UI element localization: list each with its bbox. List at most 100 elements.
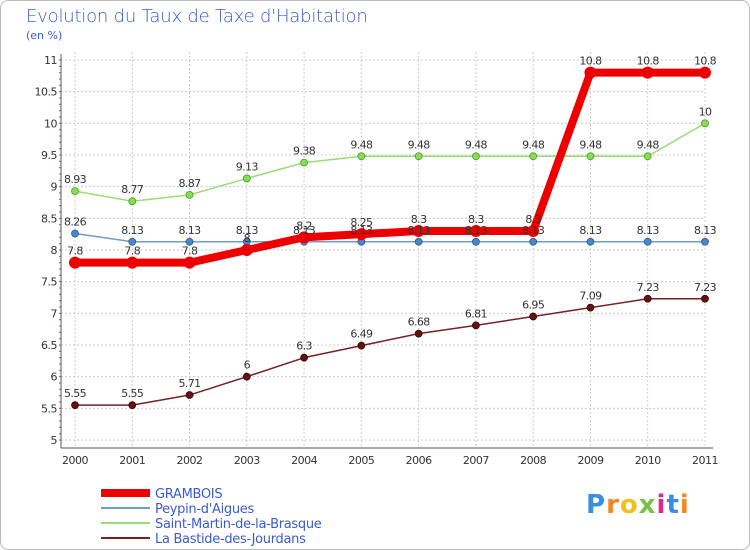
data-label: 10.8 bbox=[694, 55, 717, 68]
axes: 5 5.5 6 6.5 7 7.5 8 8.5 9 9.5 10 10.5 11 2000 2001 2002… bbox=[35, 54, 719, 467]
logo-letter: r bbox=[606, 490, 620, 520]
series-2-point bbox=[643, 152, 652, 161]
series-1-point bbox=[701, 237, 709, 246]
series-1-point bbox=[529, 237, 538, 246]
series-0-point bbox=[240, 244, 253, 256]
data-label: 8.13 bbox=[522, 224, 545, 237]
series-line-1 bbox=[74, 232, 706, 243]
x-tick-label: 2006 bbox=[406, 454, 432, 467]
series-3-point bbox=[185, 391, 194, 399]
series-1-point bbox=[472, 237, 480, 246]
series-2-point bbox=[529, 152, 538, 161]
series-3-point bbox=[128, 401, 137, 410]
legend-label: La Bastide-des-Jourdans bbox=[155, 532, 306, 547]
series-0-point bbox=[298, 231, 311, 244]
data-label: 8.26 bbox=[64, 216, 87, 229]
data-label: 8.87 bbox=[178, 177, 201, 190]
x-tick-label: 2011 bbox=[692, 454, 718, 467]
y-tick-label: 5 bbox=[51, 434, 58, 447]
x-tick-label: 2010 bbox=[635, 454, 661, 467]
series-0-point bbox=[527, 225, 540, 237]
data-label: 9.48 bbox=[350, 138, 373, 151]
series-1-point bbox=[643, 237, 652, 246]
series-0-point bbox=[412, 225, 425, 237]
series-0-point bbox=[584, 66, 597, 79]
data-label: 9.48 bbox=[579, 138, 602, 151]
series-1-point bbox=[414, 237, 423, 246]
legend-label: GRAMBOIS bbox=[155, 487, 222, 502]
data-label: 7.8 bbox=[67, 245, 83, 258]
series-2-point bbox=[71, 187, 79, 196]
series-3-point bbox=[529, 312, 538, 321]
data-label: 7.8 bbox=[124, 245, 140, 258]
x-tick-label: 2003 bbox=[234, 454, 260, 467]
x-tick-label: 2007 bbox=[463, 454, 489, 467]
data-label: 8 bbox=[244, 232, 251, 245]
y-tick-label: 6 bbox=[51, 371, 58, 384]
chart-title: Evolution du Taux de Taxe d'Habitation bbox=[26, 6, 368, 27]
data-label: 10 bbox=[699, 105, 712, 118]
data-label: 8.13 bbox=[178, 224, 201, 237]
proxiti-logo: Proxiti bbox=[586, 490, 690, 520]
data-label: 10.8 bbox=[637, 55, 660, 68]
data-label: 5.55 bbox=[121, 387, 144, 400]
data-label: 7.8 bbox=[182, 245, 198, 258]
series-2-point bbox=[128, 197, 137, 206]
data-label: 9.13 bbox=[236, 160, 259, 173]
series-1-point bbox=[586, 237, 595, 246]
data-label: 6.3 bbox=[296, 340, 312, 353]
y-tick-label: 10.5 bbox=[35, 86, 58, 99]
data-label: 7.23 bbox=[637, 281, 660, 294]
series-1-point bbox=[71, 229, 79, 238]
data-label: 8.13 bbox=[465, 224, 488, 237]
logo-letter: t bbox=[666, 490, 680, 520]
series-3-point bbox=[586, 303, 595, 312]
data-label: 10.8 bbox=[579, 55, 602, 68]
y-tick-label: 8 bbox=[51, 244, 58, 257]
data-label: 8.13 bbox=[579, 224, 602, 237]
data-label: 6.68 bbox=[408, 316, 431, 329]
series-1-point bbox=[185, 237, 194, 246]
data-label: 8.13 bbox=[236, 224, 259, 237]
x-tick-label: 2001 bbox=[119, 454, 145, 467]
data-label: 8.77 bbox=[121, 183, 144, 196]
data-label: 9.48 bbox=[408, 138, 431, 151]
y-tick-label: 6.5 bbox=[41, 339, 57, 352]
data-label: 5.71 bbox=[178, 377, 200, 390]
series-2-point bbox=[185, 190, 194, 199]
x-tick-label: 2000 bbox=[62, 454, 88, 467]
data-label: 8.3 bbox=[411, 213, 427, 226]
data-label: 9.48 bbox=[522, 138, 545, 151]
data-label: 8.3 bbox=[525, 213, 541, 226]
x-tick-label: 2004 bbox=[291, 454, 317, 467]
logo-letter: i bbox=[679, 490, 690, 520]
data-label: 8.13 bbox=[350, 224, 373, 237]
series-2-point bbox=[414, 152, 423, 161]
series-group bbox=[69, 66, 711, 410]
series-3-point bbox=[701, 294, 709, 303]
series-line-2 bbox=[74, 122, 706, 202]
y-tick-label: 7 bbox=[51, 307, 58, 320]
data-label: 7.09 bbox=[579, 290, 602, 303]
legend-label: Saint-Martin-de-la-Brasque bbox=[155, 517, 322, 532]
data-label: 8.13 bbox=[121, 224, 144, 237]
y-tick-label: 9.5 bbox=[41, 149, 57, 162]
x-tick-label: 2008 bbox=[520, 454, 546, 467]
data-label: 8.13 bbox=[637, 224, 660, 237]
data-label: 7.23 bbox=[694, 281, 717, 294]
data-labels: 5.55 5.55 5.71 6 6.3 6.49 6.68 6.81 6.95 7.09 7.23… bbox=[64, 55, 717, 400]
y-tick-label: 7.5 bbox=[41, 276, 57, 289]
series-0-point bbox=[469, 225, 482, 237]
logo-letter: o bbox=[619, 490, 639, 520]
data-label: 8.25 bbox=[350, 216, 373, 229]
series-3-point bbox=[242, 372, 251, 381]
series-line-0 bbox=[71, 68, 709, 267]
series-2-point bbox=[300, 158, 308, 167]
series-0-point bbox=[355, 228, 368, 241]
series-0-point bbox=[69, 256, 81, 269]
series-2-point bbox=[472, 152, 480, 161]
y-tick-label: 9 bbox=[51, 181, 58, 194]
y-tick-label: 8.5 bbox=[41, 212, 57, 225]
x-tick-label: 2009 bbox=[577, 454, 603, 467]
series-3-point bbox=[643, 294, 652, 303]
